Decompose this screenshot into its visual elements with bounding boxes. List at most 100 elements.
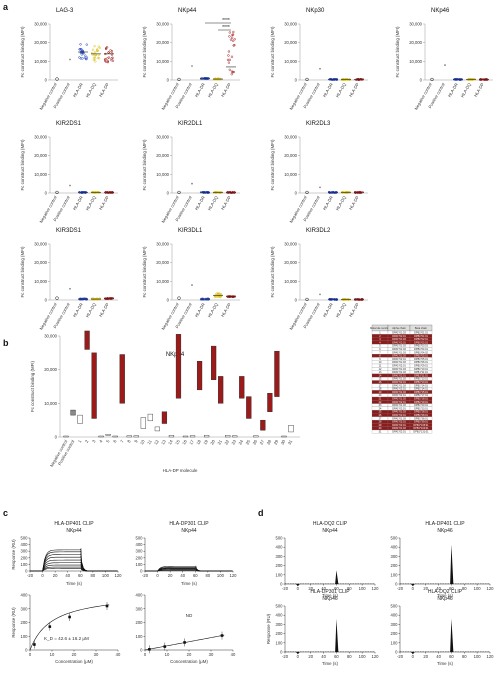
y-tick-label: 30,000	[34, 22, 47, 27]
x-tick-label: 40	[116, 652, 121, 657]
subplot-title: NKp44	[322, 528, 338, 534]
injection-artifact	[410, 652, 415, 655]
data-point	[319, 293, 321, 296]
y-tick-label: 200	[276, 563, 284, 568]
table-cell-text: DPB1*38:01	[414, 417, 428, 420]
x-axis-label: Time (s)	[437, 661, 453, 666]
x-tick-label: HLA-DQ	[207, 194, 220, 211]
y-tick-label: 30,000	[156, 22, 169, 27]
x-tick-label: 10	[165, 652, 170, 657]
table-cell-text: DPB1*20:01	[414, 404, 428, 407]
table-cell-text: DPB1*39:01	[414, 421, 428, 424]
subplot-title: NKp46	[322, 596, 338, 602]
injection-artifact	[295, 652, 300, 655]
table-header: Beta chain	[415, 326, 428, 330]
table-cell-text: 29	[379, 424, 382, 427]
x-tick-label: HLA-DR	[72, 82, 84, 98]
subplot-title: HLA-DP301 CLIP	[310, 589, 350, 595]
subplot-title: NKp46	[437, 596, 453, 602]
y-tick-label: 400	[136, 593, 144, 598]
y-tick-label: 100	[136, 562, 144, 567]
table-cell-text: 6	[379, 348, 381, 351]
y-axis-label: Fc construct binding (MFI)	[395, 26, 400, 78]
y-tick-label: 0	[140, 569, 143, 574]
table-cell-text: DPB1*105:01	[413, 424, 429, 427]
x-axis-label: Time (s)	[66, 581, 82, 586]
x-tick-label: -20	[27, 573, 34, 578]
table-header: Molecule number	[370, 326, 390, 330]
data-point	[228, 31, 231, 34]
table-cell-text: DPB1*10:01	[414, 368, 428, 371]
x-tick-label: HLA-DP	[348, 195, 360, 211]
x-axis-label: Time (s)	[181, 581, 197, 586]
x-tick-label: HLA-DR	[194, 195, 206, 211]
box-bar	[204, 435, 210, 438]
y-tick-label: 0	[55, 435, 58, 440]
table-cell-text: DPA1*02:01	[392, 388, 406, 391]
y-tick-label: 30,000	[156, 242, 169, 247]
data-point	[229, 38, 233, 41]
box-bar	[253, 435, 259, 438]
x-tick-label: HLA-DQ	[207, 301, 220, 318]
box-bar	[232, 435, 238, 438]
y-tick-label: 200	[136, 620, 144, 625]
fit-curve	[29, 604, 110, 651]
table-cell-text: DPB1*13:01	[414, 378, 428, 381]
y-tick-label: 500	[391, 536, 399, 541]
data-point	[177, 296, 181, 300]
table-cell-text: 19	[379, 391, 382, 394]
x-tick-label: 0	[412, 586, 415, 591]
y-tick-label: 10,000	[44, 401, 57, 406]
x-tick-label: 30	[280, 438, 287, 445]
data-point	[80, 53, 83, 56]
table-cell-text: DPA1*01:03	[392, 351, 406, 354]
y-tick-label: 0	[395, 582, 398, 587]
x-tick-label: 80	[91, 573, 96, 578]
x-tick-label: 100	[102, 573, 110, 578]
box-bar	[84, 330, 90, 350]
x-tick-label: 13	[160, 438, 167, 445]
y-axis-label: Fc construct binding (MFI)	[270, 139, 275, 191]
x-tick-label: 0	[412, 654, 415, 659]
x-tick-label: 120	[230, 573, 238, 578]
y-tick-label: 100	[276, 640, 284, 645]
x-tick-label: 1	[77, 438, 83, 443]
x-tick-label: 23	[230, 438, 237, 445]
box-bar	[119, 354, 125, 404]
table-cell-text: 5	[379, 345, 381, 348]
y-tick-label: 300	[391, 622, 399, 627]
table-cell-text: DPB1*06:01	[414, 361, 428, 364]
y-axis-label: Fc construct binding (MFI)	[270, 26, 275, 78]
table-cell-text: DPB1*15:01	[414, 391, 428, 394]
y-axis-label: Fc construct binding (MFI)	[142, 246, 147, 298]
table-cell-text: 22	[379, 401, 382, 404]
table-cell-text: DPA1*02:01	[392, 431, 406, 434]
y-axis-label: Response (RU)	[266, 613, 271, 644]
x-tick-label: HLA-DQ	[207, 81, 220, 98]
x-tick-label: 21	[216, 438, 223, 445]
data-point	[69, 58, 71, 61]
y-tick-label: 20,000	[284, 153, 297, 158]
table-cell-text: 27	[379, 417, 382, 420]
x-tick-label: 6	[112, 438, 118, 443]
table-cell-text: DPA1*01:03	[392, 368, 406, 371]
x-tick-label: 40	[436, 654, 441, 659]
kd-annotation: K_D = 42.6 ± 16.2 μM	[44, 636, 89, 641]
data-point	[106, 57, 109, 60]
data-point	[104, 47, 108, 51]
box-bar	[288, 425, 294, 433]
data-point	[231, 33, 235, 36]
y-tick-label: 400	[21, 593, 29, 598]
y-tick-label: 100	[391, 640, 399, 645]
table-cell-text: DPA1*02:01	[392, 335, 406, 338]
data-point	[55, 190, 59, 195]
data-point	[233, 38, 236, 41]
x-tick-label: 0	[297, 654, 300, 659]
x-tick-label: 20	[168, 573, 173, 578]
y-tick-label: 400	[391, 545, 399, 550]
x-tick-label: 31	[287, 438, 294, 445]
box-bar	[239, 376, 245, 399]
